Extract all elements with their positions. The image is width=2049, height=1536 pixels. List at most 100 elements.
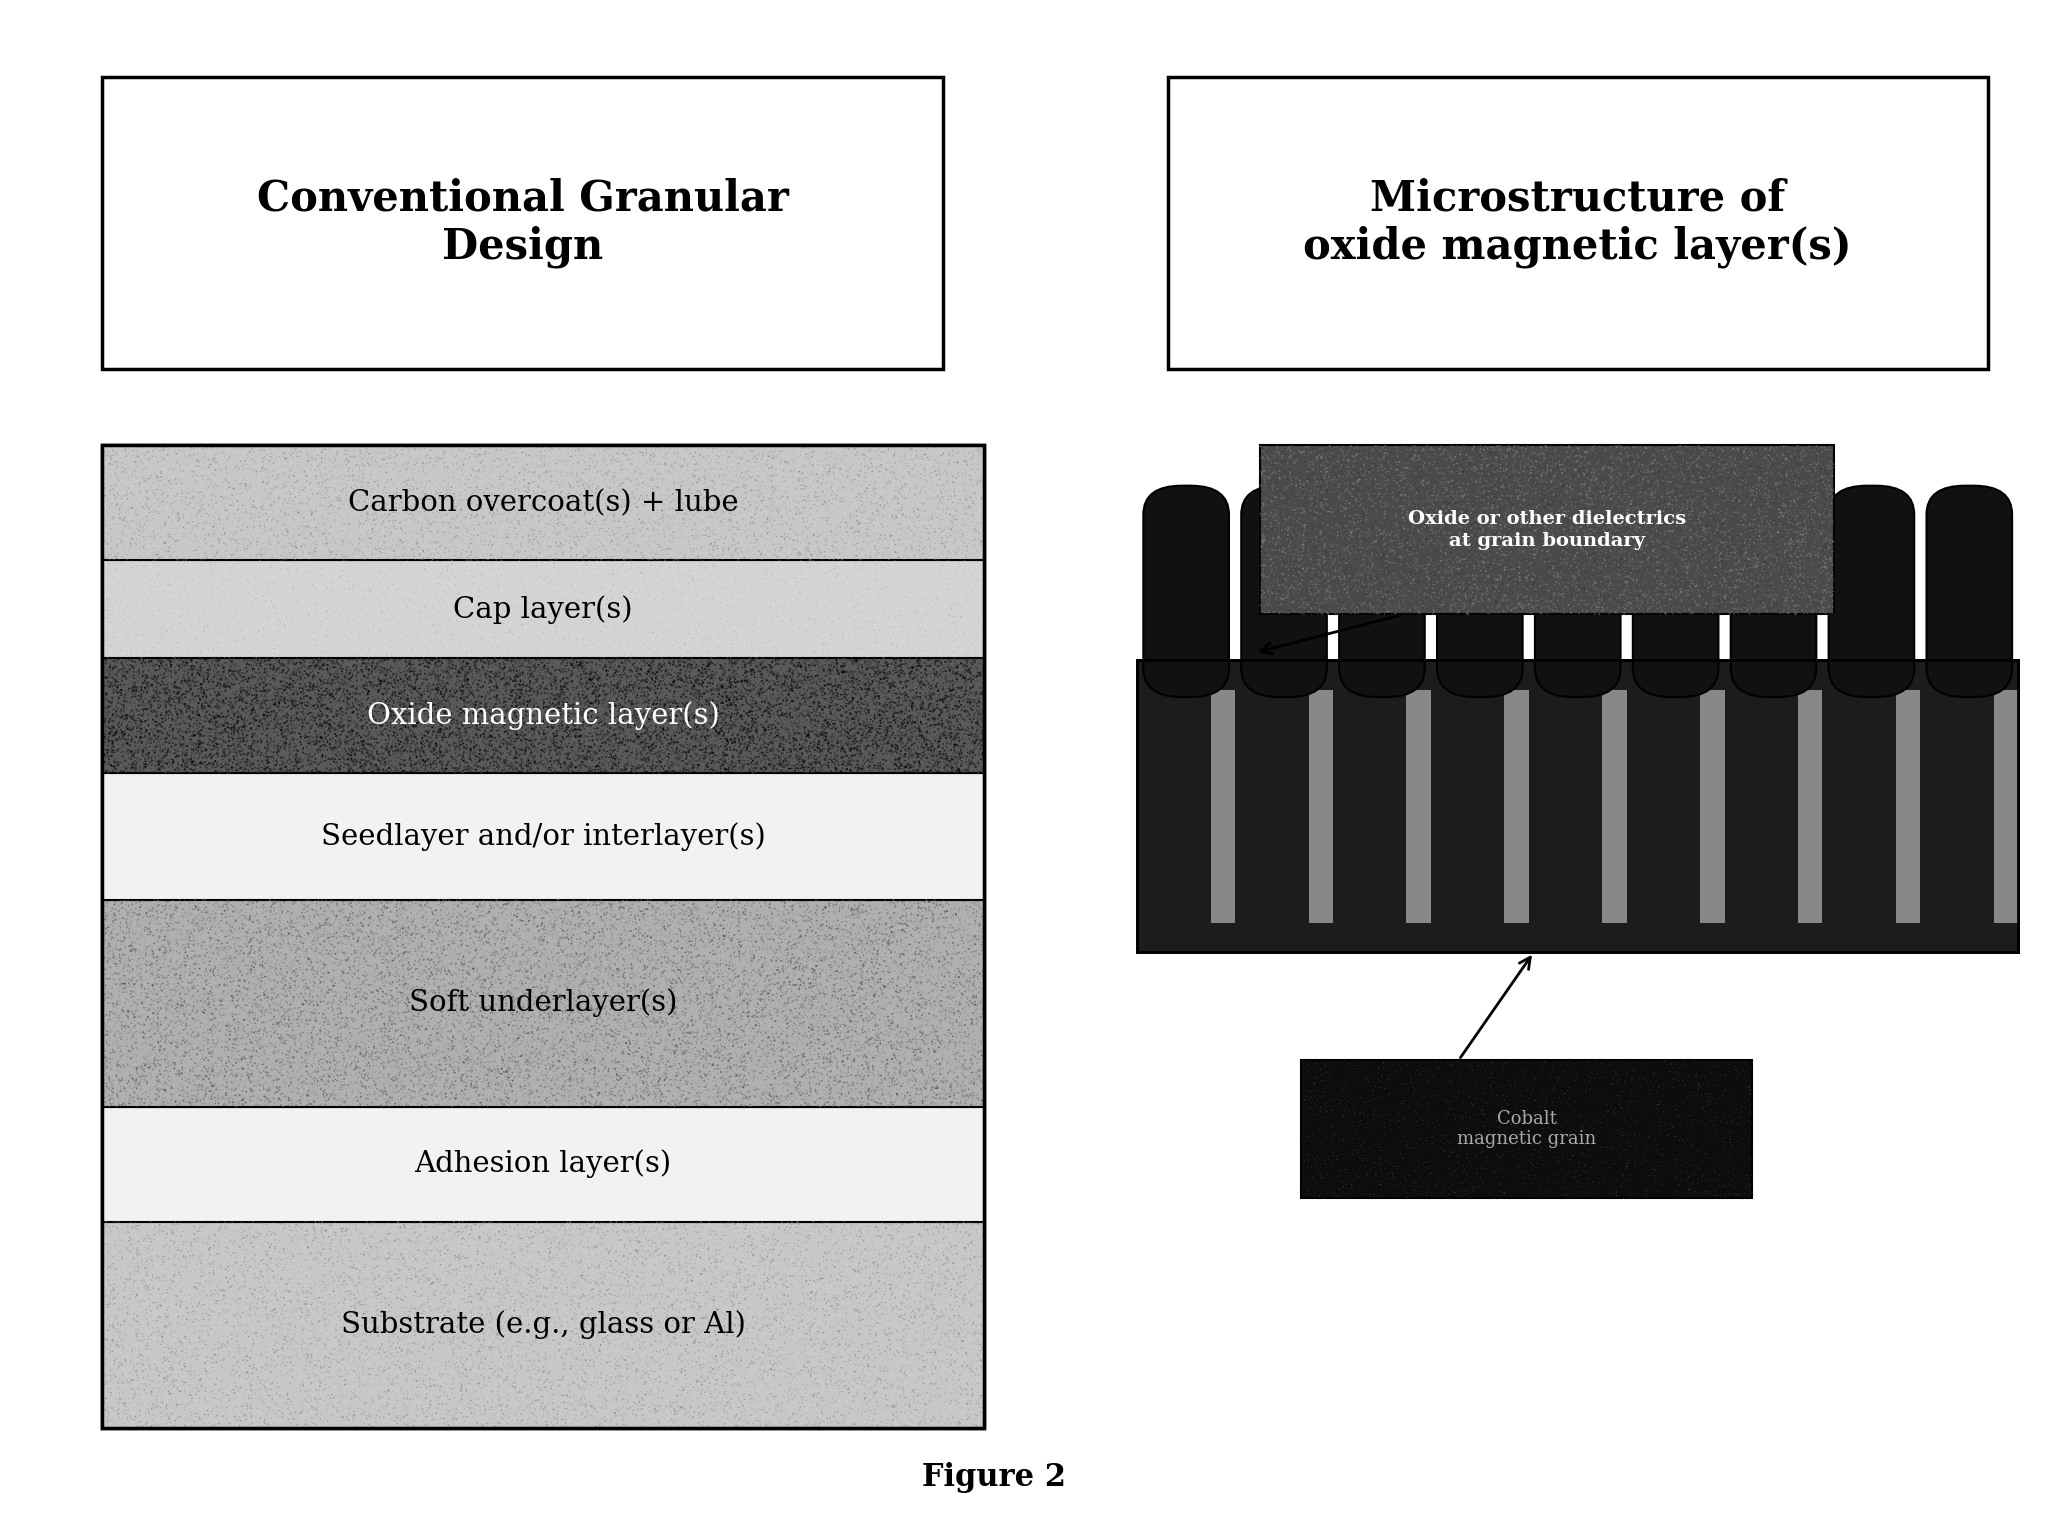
Point [244, 1249, 277, 1273]
Point [1492, 1068, 1524, 1092]
Point [574, 472, 607, 496]
Point [234, 1020, 266, 1044]
Point [412, 986, 445, 1011]
Point [156, 1068, 189, 1092]
Point [211, 723, 244, 748]
Point [1354, 570, 1387, 594]
Point [535, 654, 568, 679]
Point [660, 1215, 693, 1240]
Point [268, 1384, 301, 1409]
Point [539, 1405, 572, 1430]
Point [744, 478, 777, 502]
Point [631, 1290, 664, 1315]
Point [568, 948, 600, 972]
Point [766, 1247, 799, 1272]
Point [832, 1279, 865, 1304]
Point [574, 662, 607, 687]
Point [1789, 458, 1822, 482]
Point [805, 985, 838, 1009]
Point [1340, 545, 1373, 570]
Point [816, 954, 848, 978]
Point [275, 1055, 307, 1080]
Point [170, 668, 203, 693]
Point [150, 902, 182, 926]
Point [229, 1091, 262, 1115]
Point [1307, 530, 1340, 554]
Point [402, 894, 434, 919]
Point [1377, 485, 1410, 510]
Point [551, 980, 584, 1005]
Point [281, 739, 313, 763]
Point [154, 648, 186, 673]
Point [1264, 593, 1297, 617]
Point [221, 511, 254, 536]
Point [1387, 455, 1420, 479]
Point [805, 948, 838, 972]
Point [555, 476, 588, 501]
Point [359, 694, 391, 719]
Point [461, 450, 494, 475]
Point [305, 980, 338, 1005]
Point [750, 670, 783, 694]
Point [301, 972, 334, 997]
Point [621, 903, 654, 928]
Point [197, 1385, 229, 1410]
Point [434, 982, 467, 1006]
Point [834, 938, 867, 963]
Point [152, 522, 184, 547]
Point [779, 909, 811, 934]
Point [299, 938, 332, 963]
Point [951, 694, 984, 719]
Point [406, 1392, 438, 1416]
Point [957, 616, 990, 641]
Point [578, 757, 611, 782]
Point [426, 1330, 459, 1355]
Point [203, 743, 236, 768]
Point [893, 496, 926, 521]
Point [807, 653, 840, 677]
Point [381, 1392, 414, 1416]
Point [1604, 533, 1637, 558]
Point [549, 995, 582, 1020]
Point [940, 561, 973, 585]
Point [1483, 1157, 1516, 1181]
Point [955, 1301, 988, 1326]
Point [734, 733, 766, 757]
Point [1315, 559, 1348, 584]
Point [619, 1335, 652, 1359]
Point [883, 435, 916, 459]
Point [842, 1230, 875, 1255]
Point [666, 740, 699, 765]
Point [959, 688, 992, 713]
Point [1627, 582, 1660, 607]
Point [752, 628, 785, 653]
Point [797, 1372, 830, 1396]
Point [385, 1043, 418, 1068]
Point [1725, 585, 1758, 610]
Point [895, 670, 928, 694]
Point [760, 997, 793, 1021]
Point [611, 733, 643, 757]
Point [928, 533, 961, 558]
Point [178, 1215, 211, 1240]
Point [129, 544, 162, 568]
Point [578, 677, 611, 702]
Point [1492, 525, 1524, 550]
Point [436, 971, 469, 995]
Point [354, 1335, 387, 1359]
Point [445, 665, 477, 690]
Point [465, 977, 498, 1001]
Point [770, 919, 803, 943]
Point [936, 1298, 969, 1322]
Point [645, 951, 678, 975]
Point [197, 1372, 229, 1396]
Point [1477, 599, 1510, 624]
Point [381, 684, 414, 708]
Point [1561, 519, 1594, 544]
Point [729, 659, 762, 684]
Point [811, 481, 844, 505]
Point [963, 1260, 996, 1284]
Point [797, 707, 830, 731]
Point [387, 1213, 420, 1238]
Point [127, 1052, 160, 1077]
